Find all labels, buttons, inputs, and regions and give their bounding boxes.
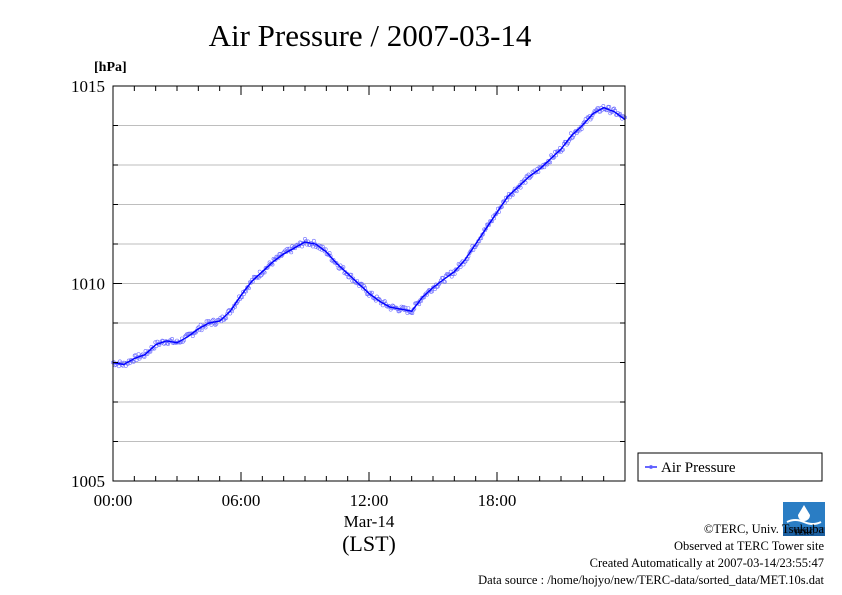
data-point [136,352,141,356]
data-point [510,193,515,197]
data-point [484,226,489,231]
data-point [456,262,461,266]
data-point [334,261,339,266]
x-tick-label: 12:00 [350,491,389,510]
data-point [152,346,157,351]
credits-block: ©TERC, Univ. Tsukuba Observed at TERC To… [478,521,824,589]
data-point [588,117,593,122]
y-tick-label: 1010 [71,275,105,294]
data-point [406,306,411,310]
data-point [153,340,158,345]
x-tick-label: 18:00 [478,491,517,510]
data-point [495,210,499,215]
data-point [370,290,374,295]
x-tick-label: 06:00 [222,491,261,510]
data-point [517,183,522,188]
data-point [435,285,439,289]
data-point [442,279,447,284]
data-point [523,180,528,185]
data-point [211,317,216,322]
created-at-text: Created Automatically at 2007-03-14/23:5… [589,556,824,570]
data-point [326,253,331,257]
data-point [570,135,575,140]
data-point [351,276,356,281]
data-point [276,256,281,260]
data-point [578,125,583,129]
x-tick-label: 00:00 [94,491,133,510]
x-axis-ticks: 00:00 06:00 12:00 18:00 [94,86,626,510]
data-point [328,254,333,259]
data-point [262,270,267,275]
data-point [612,106,617,111]
data-point [580,122,585,127]
data-point [258,273,263,278]
data-point [362,284,366,288]
data-point [498,206,502,210]
data-point [469,248,474,253]
data-point [436,284,440,289]
observed-at-text: Observed at TERC Tower site [673,539,824,553]
data-point [430,289,434,294]
data-point [290,244,295,249]
data-point [131,359,136,364]
data-point [203,325,208,330]
data-point [545,162,550,167]
data-point [568,131,573,136]
data-point [548,160,553,165]
series-line-air-pressure [112,106,626,366]
legend-point-marker [649,465,653,469]
data-point [224,316,229,320]
data-point [538,165,543,170]
data-point [433,287,437,292]
copyright-text: ©TERC, Univ. Tsukuba [703,522,824,536]
data-point [117,364,121,369]
data-point [213,322,218,327]
data-point [483,228,488,233]
x-axis-date-label: Mar-14 [344,512,395,531]
y-tick-label: 1005 [71,472,105,491]
legend-entry-air-pressure: Air Pressure [661,460,736,476]
data-point [289,250,294,255]
y-axis-ticks: 1005 1010 1015 [71,77,625,491]
data-point [518,185,523,190]
data-point [418,298,423,303]
data-point [271,256,276,261]
data-point [461,262,466,267]
grid-lines [113,125,625,442]
data-point [416,300,421,305]
terc-logo: TERC [783,502,825,536]
data-point [514,189,519,194]
legend: Air Pressure [637,452,823,482]
data-point [166,342,171,346]
data-point [273,258,278,262]
x-axis-zone-label: (LST) [342,531,396,556]
data-point [209,323,214,327]
data-point [134,358,139,362]
data-point [280,252,285,257]
legend-box [637,452,823,482]
data-point [117,359,122,364]
data-point [300,244,304,249]
data-point [303,237,307,241]
data-point [269,261,274,266]
chart-title: Air Pressure / 2007-03-14 [209,18,532,53]
series-layer [111,104,627,369]
terc-logo-text: TERC [794,528,815,537]
data-point [245,285,249,290]
data-point [607,105,612,109]
data-source-text: Data source : /home/hojyo/new/TERC-data/… [478,573,824,587]
data-point [170,337,174,341]
y-tick-label: 1015 [71,77,105,96]
y-axis-unit-label: [hPa] [94,60,127,75]
data-point [579,127,584,131]
data-point [452,272,457,276]
